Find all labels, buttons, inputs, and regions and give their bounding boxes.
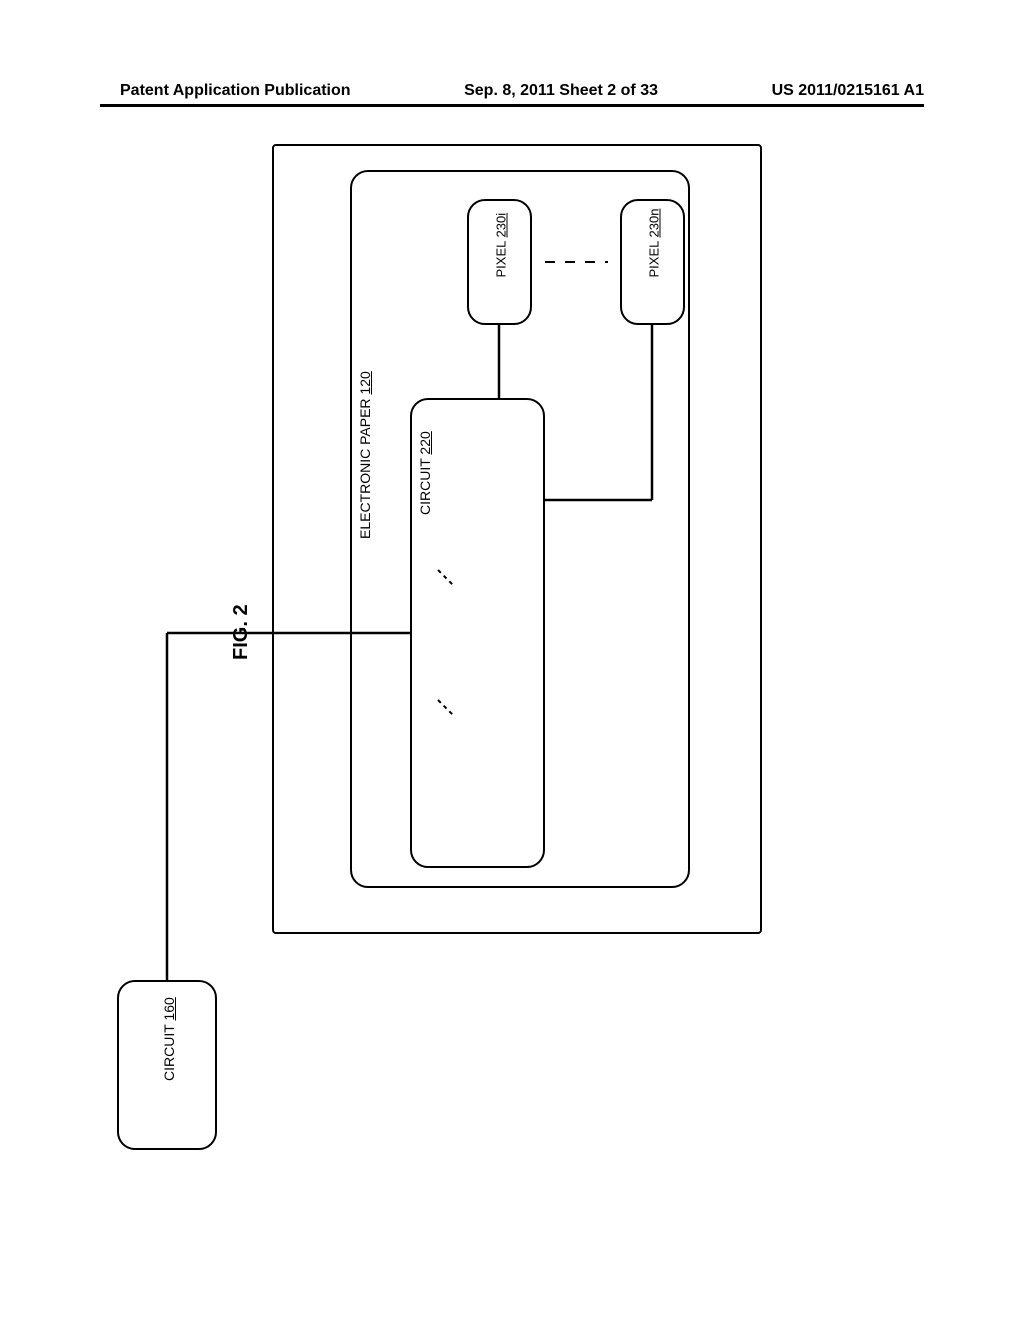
figure-label: FIG. 2 <box>230 604 253 660</box>
electronic-paper-label: ELECTRONIC PAPER 120 <box>357 509 373 539</box>
header-rule <box>100 104 924 107</box>
header-right: US 2011/0215161 A1 <box>772 82 924 100</box>
header-left: Patent Application Publication <box>120 82 351 100</box>
pixel-230i-label: PIXEL 230i <box>494 248 509 278</box>
header-center: Sep. 8, 2011 Sheet 2 of 33 <box>464 82 658 100</box>
pixel-230n-label: PIXEL 230n <box>647 248 662 278</box>
circuit-220-label: CIRCUIT 220 <box>417 485 433 515</box>
circuit-160-label: CIRCUIT 160 <box>161 1051 177 1081</box>
